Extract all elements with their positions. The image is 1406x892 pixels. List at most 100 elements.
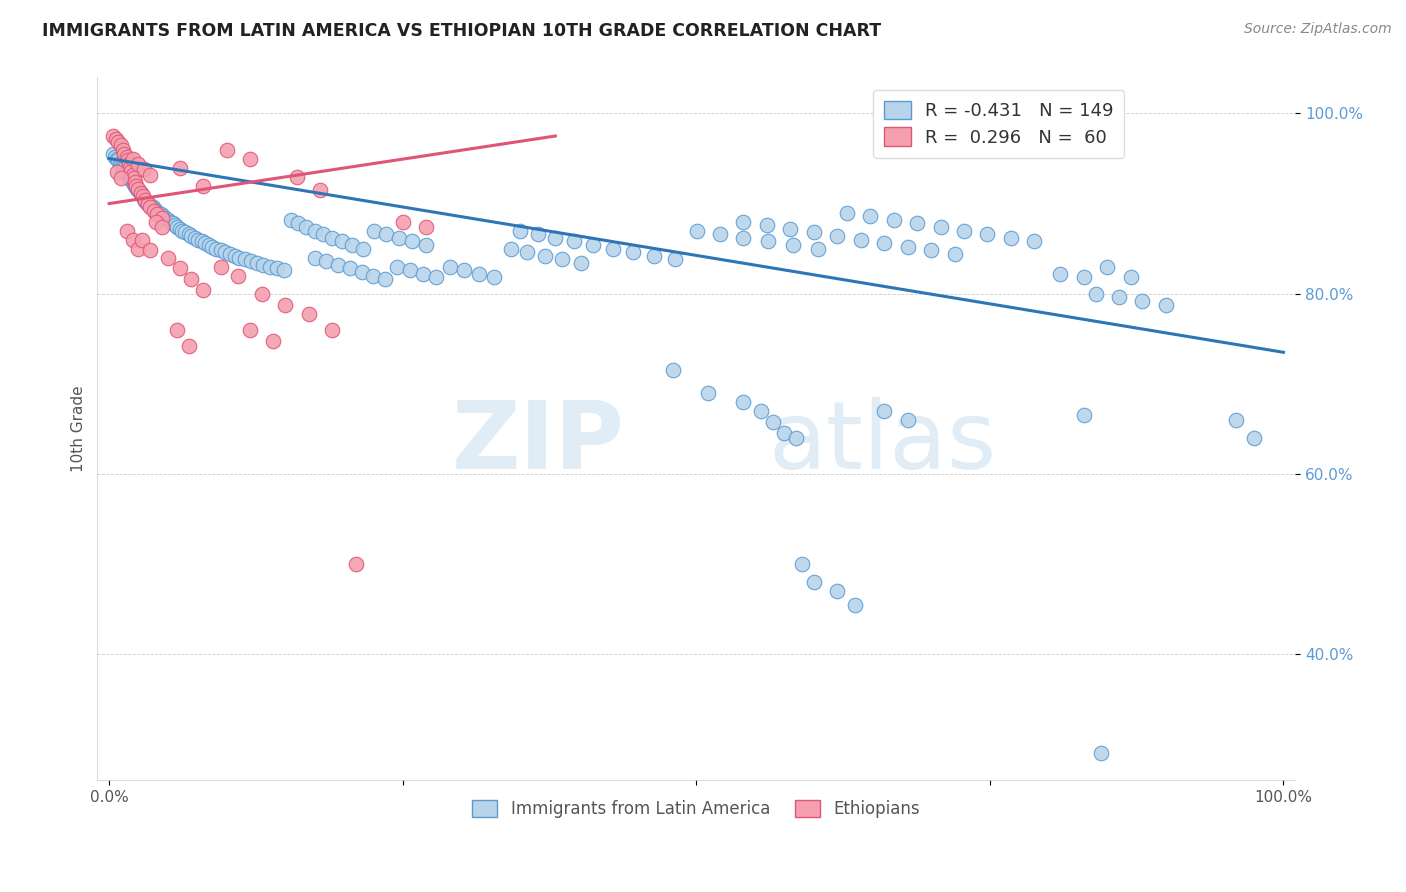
Point [298,306,321,320]
Point [226,268,249,283]
Point [929,220,952,235]
Point [246,256,269,270]
Point [920,244,942,258]
Point [132,189,155,203]
Point [340,238,363,252]
Point [1108,290,1130,304]
Point [120,164,142,178]
Point [1073,270,1095,285]
Point [803,575,825,590]
Point [905,216,928,230]
Point [131,233,153,247]
Point [166,323,188,337]
Point [121,175,143,189]
Point [134,162,156,177]
Point [121,233,143,247]
Point [159,214,181,228]
Point [1000,231,1022,245]
Point [273,263,295,277]
Point [859,209,882,223]
Point [128,185,150,199]
Point [415,220,437,235]
Point [516,245,538,260]
Point [304,224,326,238]
Point [118,157,141,171]
Point [121,168,143,182]
Point [259,260,281,274]
Point [756,235,779,249]
Point [228,251,250,265]
Point [344,557,367,571]
Point [180,229,202,244]
Point [134,192,156,206]
Point [127,182,149,196]
Point [127,242,149,256]
Point [145,203,167,218]
Point [162,216,184,230]
Point [120,171,142,186]
Text: IMMIGRANTS FROM LATIN AMERICA VS ETHIOPIAN 10TH GRADE CORRELATION CHART: IMMIGRANTS FROM LATIN AMERICA VS ETHIOPI… [42,22,882,40]
Point [782,238,804,252]
Point [773,426,796,441]
Point [129,186,152,201]
Point [807,242,830,256]
Point [391,214,413,228]
Point [883,212,905,227]
Point [110,158,132,172]
Point [127,182,149,196]
Point [844,598,866,612]
Point [415,238,437,252]
Point [233,252,256,267]
Point [121,152,143,166]
Point [363,224,385,238]
Point [134,194,156,208]
Point [105,165,128,179]
Point [533,249,555,263]
Point [112,147,135,161]
Point [136,196,159,211]
Point [209,244,232,258]
Point [146,207,169,221]
Point [621,245,644,260]
Point [117,168,139,182]
Point [803,226,825,240]
Point [943,247,966,261]
Point [285,169,308,184]
Point [156,212,179,227]
Point [142,202,165,216]
Point [315,254,337,268]
Point [274,297,297,311]
Point [194,236,217,251]
Point [191,178,214,193]
Point [105,132,128,146]
Point [163,218,186,232]
Point [156,251,179,265]
Point [526,227,548,242]
Point [755,218,778,232]
Point [1243,431,1265,445]
Point [643,249,665,263]
Point [104,150,127,164]
Text: atlas: atlas [768,397,997,489]
Point [385,260,408,274]
Point [122,171,145,186]
Point [544,231,567,245]
Point [569,256,592,270]
Point [363,268,385,283]
Point [105,152,128,166]
Point [849,233,872,247]
Point [224,249,246,263]
Point [239,323,262,337]
Point [145,214,167,228]
Point [686,224,709,238]
Legend: Immigrants from Latin America, Ethiopians: Immigrants from Latin America, Ethiopian… [465,793,927,825]
Point [1073,409,1095,423]
Point [339,261,361,276]
Point [976,227,998,242]
Point [120,173,142,187]
Point [287,216,309,230]
Point [374,272,396,286]
Point [602,242,624,256]
Point [184,231,207,245]
Point [825,229,848,244]
